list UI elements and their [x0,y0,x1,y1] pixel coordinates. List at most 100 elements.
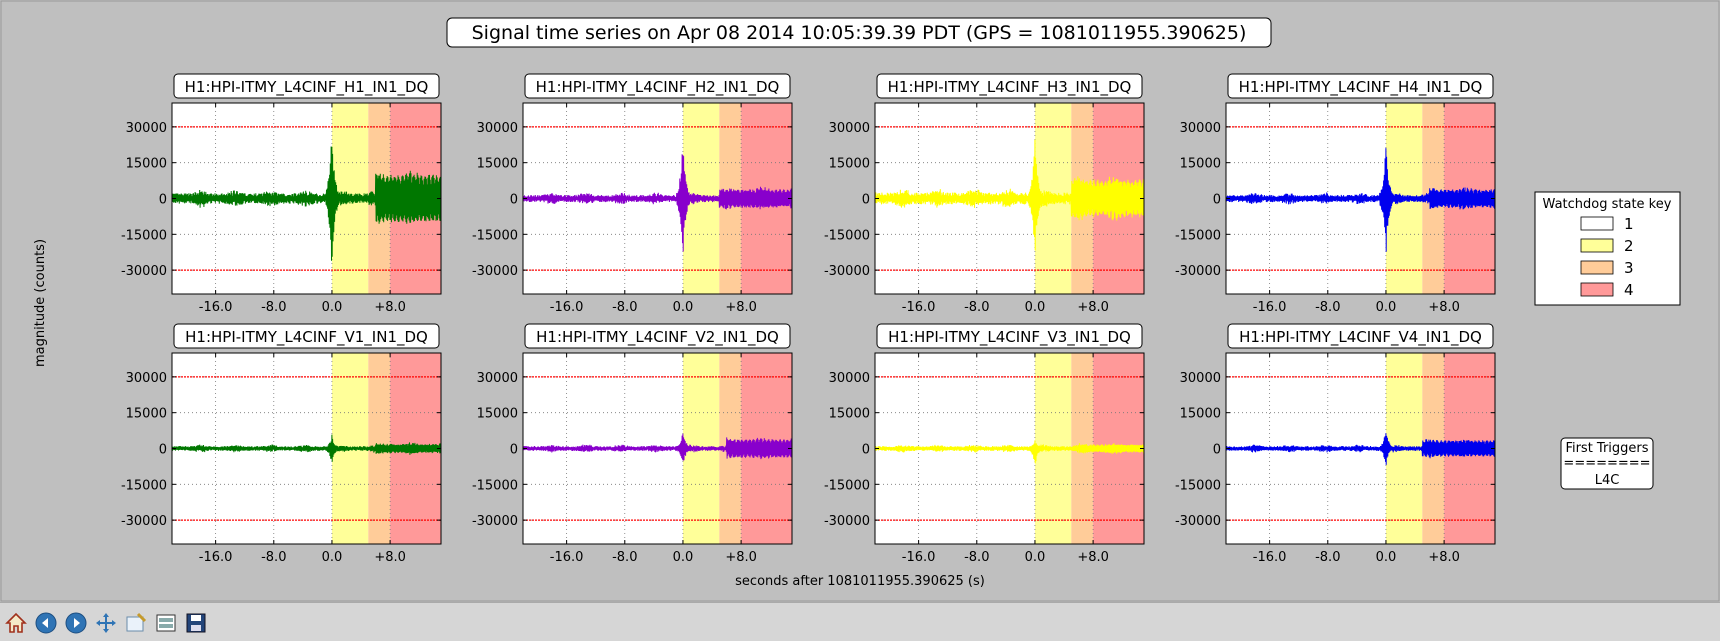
pan-button[interactable] [94,611,118,635]
subplot: -16.0 -8.0 0.0 +8.0 30000 15000 0 -15000 -30000 H… [121,73,442,315]
x-tick-label: 0.0 [673,300,694,315]
back-arrow-icon [35,612,57,634]
save-disk-icon [186,613,206,633]
forward-button[interactable] [64,611,88,635]
y-tick-label: 15000 [1180,407,1221,422]
x-tick-label: +8.0 [725,550,757,565]
y-tick-label: -15000 [472,228,518,243]
subplot-title-box [524,73,791,99]
y-tick-label: -15000 [824,228,870,243]
y-tick-label: 0 [510,193,518,208]
x-tick-label: +8.0 [1077,300,1109,315]
y-tick-label: 15000 [477,157,518,172]
signal-trace [171,434,442,462]
subplot-grid: -16.0 -8.0 0.0 +8.0 30000 15000 0 -15000 -30000 H… [121,73,1496,565]
subplot-title-box [876,73,1143,99]
legend-title: Watchdog state key [1543,197,1672,212]
x-tick-label: -16.0 [199,550,233,565]
subplot-title: H1:HPI-ITMY_L4CINF_V2_IN1_DQ [536,328,779,347]
first-triggers-title: First Triggers [1565,441,1648,456]
zoom-button[interactable] [124,611,148,635]
y-axis-label: magnitude (counts) [33,239,48,367]
subplot-title: H1:HPI-ITMY_L4CINF_V4_IN1_DQ [1239,328,1482,347]
y-tick-label: 30000 [477,371,518,386]
subplot-title-box [173,323,440,349]
signal-trace [522,433,793,461]
y-tick-label: 30000 [126,371,167,386]
x-tick-label: 0.0 [1025,300,1046,315]
y-tick-label: 0 [1213,193,1221,208]
y-tick-label: 30000 [1180,371,1221,386]
x-tick-label: 0.0 [1376,550,1397,565]
subplots-icon [156,614,176,632]
subplot-title: H1:HPI-ITMY_L4CINF_H3_IN1_DQ [888,78,1132,97]
subplot-title-box [173,73,440,99]
back-button[interactable] [34,611,58,635]
subplot: -16.0 -8.0 0.0 +8.0 30000 15000 0 -15000 -30000 H… [121,323,442,565]
x-tick-label: -8.0 [964,550,989,565]
watchdog-legend: Watchdog state key 1 2 3 4 [1534,191,1681,306]
subplot: -16.0 -8.0 0.0 +8.0 30000 15000 0 -15000 -30000 H… [1175,73,1496,315]
y-tick-label: -30000 [121,264,167,279]
home-button[interactable] [4,611,28,635]
x-tick-label: 0.0 [322,550,343,565]
legend-swatch [1580,282,1614,297]
signal-trace [1225,148,1496,252]
x-tick-label: +8.0 [374,550,406,565]
y-tick-label: -15000 [472,478,518,493]
subplot: -16.0 -8.0 0.0 +8.0 30000 15000 0 -15000 -30000 H… [472,323,793,565]
x-tick-label: -16.0 [902,300,936,315]
legend-swatch [1580,260,1614,275]
y-tick-label: 30000 [126,121,167,136]
subplot: -16.0 -8.0 0.0 +8.0 30000 15000 0 -15000 -30000 H… [824,323,1145,565]
subplot: -16.0 -8.0 0.0 +8.0 30000 15000 0 -15000 -30000 H… [824,73,1145,315]
x-tick-label: +8.0 [725,300,757,315]
first-triggers-value: L4C [1595,473,1620,488]
legend-label: 3 [1624,259,1634,277]
y-tick-label: 15000 [126,407,167,422]
first-triggers-box: First Triggers ======== L4C [1560,437,1654,490]
y-tick-label: 0 [862,443,870,458]
figure-title: Signal time series on Apr 08 2014 10:05:… [472,22,1247,44]
subplot-title-box [876,323,1143,349]
y-tick-label: -15000 [1175,228,1221,243]
y-tick-label: -15000 [121,478,167,493]
y-tick-label: -30000 [824,264,870,279]
subplot: -16.0 -8.0 0.0 +8.0 30000 15000 0 -15000 -30000 H… [1175,323,1496,565]
y-tick-label: 30000 [477,121,518,136]
y-tick-label: 0 [862,193,870,208]
x-tick-label: -16.0 [199,300,233,315]
y-tick-label: 15000 [829,157,870,172]
x-tick-label: +8.0 [1428,300,1460,315]
x-axis-label: seconds after 1081011955.390625 (s) [735,574,985,589]
subplot-title: H1:HPI-ITMY_L4CINF_H2_IN1_DQ [536,78,780,97]
y-tick-label: 30000 [1180,121,1221,136]
x-tick-label: -8.0 [261,550,286,565]
y-tick-label: -30000 [1175,264,1221,279]
y-tick-label: -15000 [1175,478,1221,493]
y-tick-label: -15000 [121,228,167,243]
y-tick-label: 0 [1213,443,1221,458]
legend-label: 2 [1624,237,1634,255]
y-tick-label: 15000 [829,407,870,422]
x-tick-label: -8.0 [612,300,637,315]
legend-swatch [1580,216,1614,231]
save-button[interactable] [184,611,208,635]
figure-canvas: Signal time series on Apr 08 2014 10:05:… [0,0,1720,602]
y-tick-label: -30000 [472,514,518,529]
legend-swatch [1580,238,1614,253]
y-tick-label: 0 [159,443,167,458]
x-tick-label: -16.0 [1253,550,1287,565]
signal-trace [1225,433,1496,465]
x-tick-label: -8.0 [612,550,637,565]
subplots-button[interactable] [154,611,178,635]
y-tick-label: -30000 [824,514,870,529]
y-tick-label: 15000 [126,157,167,172]
legend-label: 4 [1624,281,1634,299]
y-tick-label: 30000 [829,371,870,386]
pan-arrows-icon [96,613,116,633]
subplot-title: H1:HPI-ITMY_L4CINF_H1_IN1_DQ [185,78,429,97]
x-tick-label: -16.0 [550,550,584,565]
x-tick-label: -8.0 [1315,300,1340,315]
y-tick-label: 0 [159,193,167,208]
